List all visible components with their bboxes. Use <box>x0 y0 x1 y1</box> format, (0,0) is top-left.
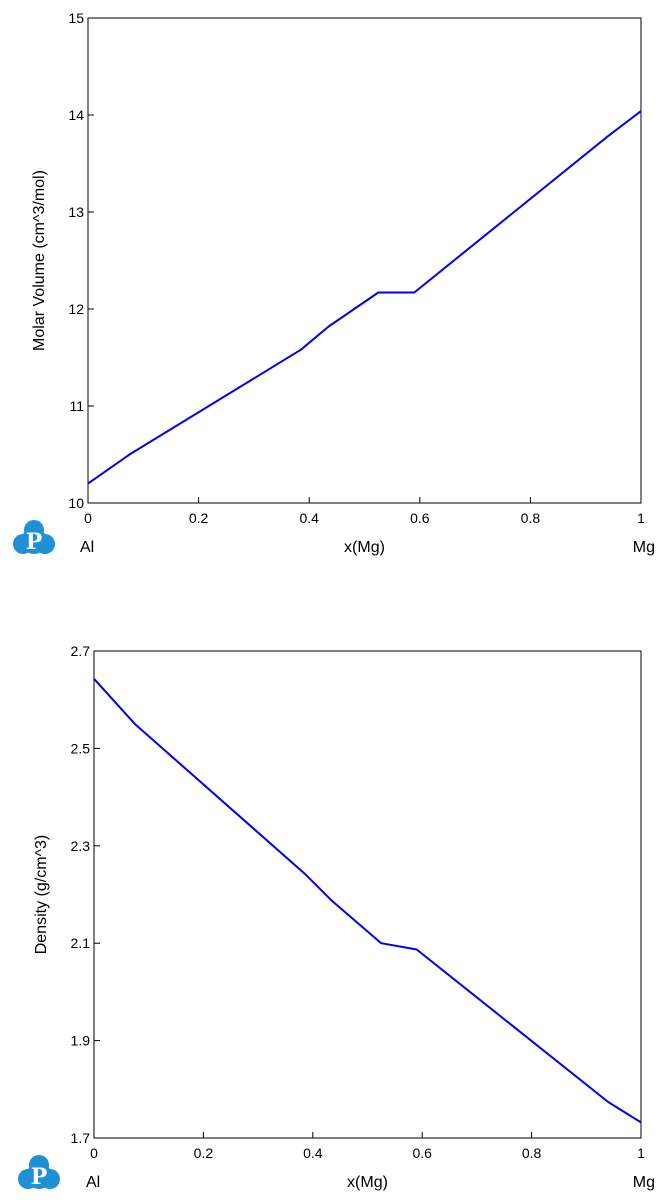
logo-body <box>21 528 47 554</box>
x-tick-label: 1 <box>637 510 645 526</box>
chart-2: 1.7 1.9 2.1 2.3 2.5 2.7 0 0.2 0.4 0.6 0.8 1 Density … <box>33 643 655 1191</box>
y-tick-label: 2.3 <box>71 838 91 854</box>
y-tick-label: 10 <box>68 495 84 511</box>
chart-1: 10 11 12 13 14 15 0 0.2 0.4 0.6 0.8 1 Molar Volume (… <box>31 10 655 556</box>
x-axis-title: x(Mg) <box>344 539 385 556</box>
y-tick-label: 15 <box>68 10 84 26</box>
right-end-label: Mg <box>633 539 655 556</box>
y-tick-label: 2.7 <box>71 643 91 659</box>
y-axis-title: Density (g/cm^3) <box>33 835 50 955</box>
series-line <box>87 110 642 485</box>
x-tick-label: 0.2 <box>194 1145 214 1161</box>
series-line <box>93 678 642 1124</box>
p-logo-icon: P <box>18 1155 60 1190</box>
y-tick-label: 1.9 <box>71 1033 91 1049</box>
y-tick-label: 2.5 <box>71 740 91 756</box>
y-tick-label: 12 <box>68 301 84 317</box>
x-axis-title: x(Mg) <box>347 1174 388 1191</box>
x-tick-label: 1 <box>637 1145 645 1161</box>
plot-frame <box>93 650 642 1139</box>
x-tick-label: 0.6 <box>410 510 430 526</box>
left-end-label: Al <box>86 1174 100 1191</box>
x-tick-label: 0 <box>90 1145 98 1161</box>
x-tick-label: 0 <box>84 510 92 526</box>
plot-frame <box>87 17 642 504</box>
y-tick-label: 2.1 <box>71 935 91 951</box>
y-axis-title: Molar Volume (cm^3/mol) <box>31 170 48 351</box>
y-tick-label: 11 <box>69 398 84 414</box>
logo-letter: P <box>26 529 43 555</box>
p-logo-icon: P <box>13 520 55 555</box>
logo-letter: P <box>31 1164 48 1190</box>
x-tick-label: 0.4 <box>303 1145 323 1161</box>
x-tick-label: 0.8 <box>521 510 541 526</box>
x-tick-label: 0.8 <box>522 1145 542 1161</box>
logo-body <box>26 1163 52 1189</box>
left-end-label: Al <box>80 539 94 556</box>
y-tick-label: 1.7 <box>71 1130 91 1146</box>
y-tick-label: 13 <box>68 204 84 220</box>
x-tick-label: 0.4 <box>299 510 319 526</box>
right-end-label: Mg <box>633 1174 655 1191</box>
x-tick-label: 0.6 <box>412 1145 432 1161</box>
y-tick-label: 14 <box>68 107 84 123</box>
x-tick-label: 0.2 <box>189 510 209 526</box>
